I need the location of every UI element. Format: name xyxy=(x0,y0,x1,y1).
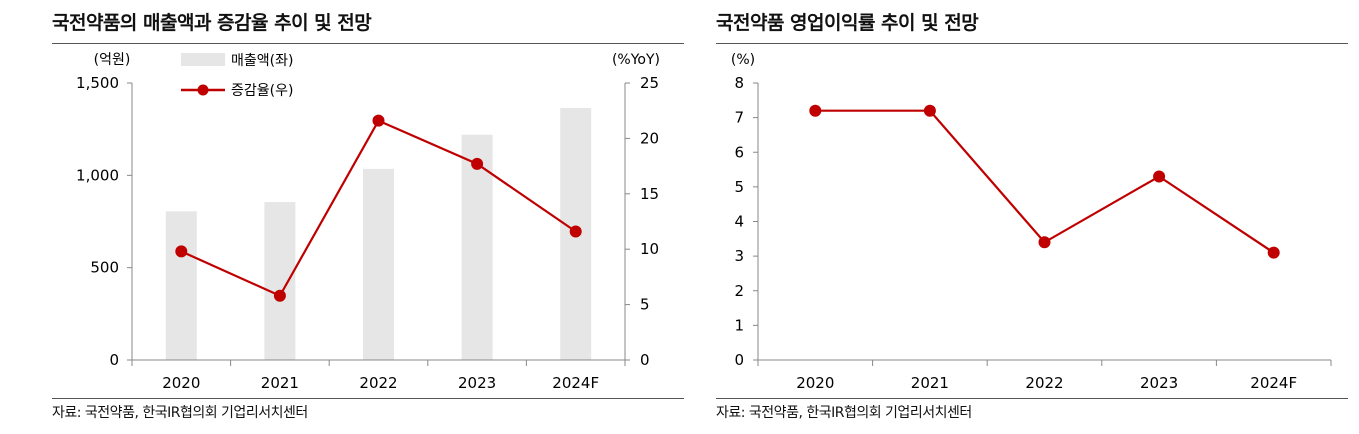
left-y-tick-label: 0 xyxy=(109,351,119,369)
right-y-tick-label: 0 xyxy=(640,351,650,369)
left-y-tick-label: 1,000 xyxy=(76,166,119,184)
legend-line-label: 증감율(우) xyxy=(231,83,293,99)
growth-rate-point xyxy=(471,157,484,170)
growth-rate-point xyxy=(273,289,286,302)
growth-rate-point xyxy=(569,225,582,238)
operating-margin-point xyxy=(1153,170,1166,183)
operating-margin-line xyxy=(815,109,1275,254)
x-tick-label: 2020 xyxy=(796,374,834,392)
source-divider xyxy=(716,398,1348,399)
y-tick-label: 7 xyxy=(734,109,744,127)
right-y-tick-label: 20 xyxy=(640,129,659,147)
y-tick-label: 3 xyxy=(734,247,744,265)
x-tick-label: 2021 xyxy=(911,374,949,392)
y-tick-label: 8 xyxy=(734,74,744,92)
operating-margin-point xyxy=(1038,236,1051,249)
margin-panel: 국전약품 영업이익률 추이 및 전망 0 1 2 3 4 5 6 7 8 2020 2021 2022… xyxy=(710,0,1359,434)
right-y-tick-label: 10 xyxy=(640,240,659,258)
x-tick-label: 2021 xyxy=(261,374,299,392)
left-y-axis-label: (억원) xyxy=(94,52,131,68)
right-y-tick-label: 25 xyxy=(640,74,659,92)
margin-chart-title: 국전약품 영업이익률 추이 및 전망 xyxy=(716,12,979,34)
revenue-bar xyxy=(264,202,296,360)
y-tick-label: 2 xyxy=(734,282,744,300)
right-y-axis-label: (%YoY) xyxy=(612,52,660,68)
margin-source-note: 자료: 국전약품, 한국IR협의회 기업리서치센터 xyxy=(716,405,972,421)
y-tick-label: 4 xyxy=(734,213,744,231)
right-y-tick-label: 5 xyxy=(640,296,650,314)
title-divider xyxy=(52,43,684,44)
y-axis-label: (%) xyxy=(731,52,755,68)
x-tick-label: 2023 xyxy=(1140,374,1178,392)
x-tick-label: 2024F xyxy=(1250,374,1297,392)
revenue-chart: 0 500 1,000 1,500 0 5 10 15 20 25 2020 2021 2022 2023… xyxy=(76,52,660,392)
revenue-panel: 국전약품의 매출액과 증감율 추이 및 전망 0 500 1,000 1,500 0 5 1… xyxy=(52,12,684,421)
revenue-bar xyxy=(165,211,197,360)
operating-margin-point xyxy=(923,104,936,117)
growth-rate-point xyxy=(372,114,385,127)
title-divider xyxy=(716,43,1348,44)
x-tick-label: 2022 xyxy=(359,374,397,392)
left-y-tick-label: 1,500 xyxy=(76,74,119,92)
y-tick-label: 5 xyxy=(734,178,744,196)
operating-margin-point xyxy=(1267,246,1280,259)
revenue-chart-title: 국전약품의 매출액과 증감율 추이 및 전망 xyxy=(52,12,372,34)
source-divider xyxy=(52,398,684,399)
x-tick-label: 2024F xyxy=(552,374,599,392)
y-tick-label: 0 xyxy=(734,351,744,369)
revenue-bar xyxy=(363,168,394,360)
x-tick-label: 2020 xyxy=(162,374,200,392)
y-tick-label: 6 xyxy=(734,143,744,161)
revenue-source-note: 자료: 국전약품, 한국IR협의회 기업리서치센터 xyxy=(52,405,308,421)
operating-margin-point xyxy=(809,104,822,117)
right-y-tick-label: 15 xyxy=(640,185,659,203)
legend-marker-swatch xyxy=(197,84,209,96)
x-tick-label: 2023 xyxy=(458,374,496,392)
growth-rate-point xyxy=(175,245,188,258)
margin-chart: 0 1 2 3 4 5 6 7 8 2020 2021 2022 2023 2024F (%) xyxy=(731,52,1332,392)
y-tick-label: 1 xyxy=(734,316,744,334)
x-tick-label: 2022 xyxy=(1025,374,1063,392)
legend-bar-label: 매출액(좌) xyxy=(231,53,293,69)
legend-bar-swatch xyxy=(181,53,225,66)
left-y-tick-label: 500 xyxy=(90,259,119,277)
